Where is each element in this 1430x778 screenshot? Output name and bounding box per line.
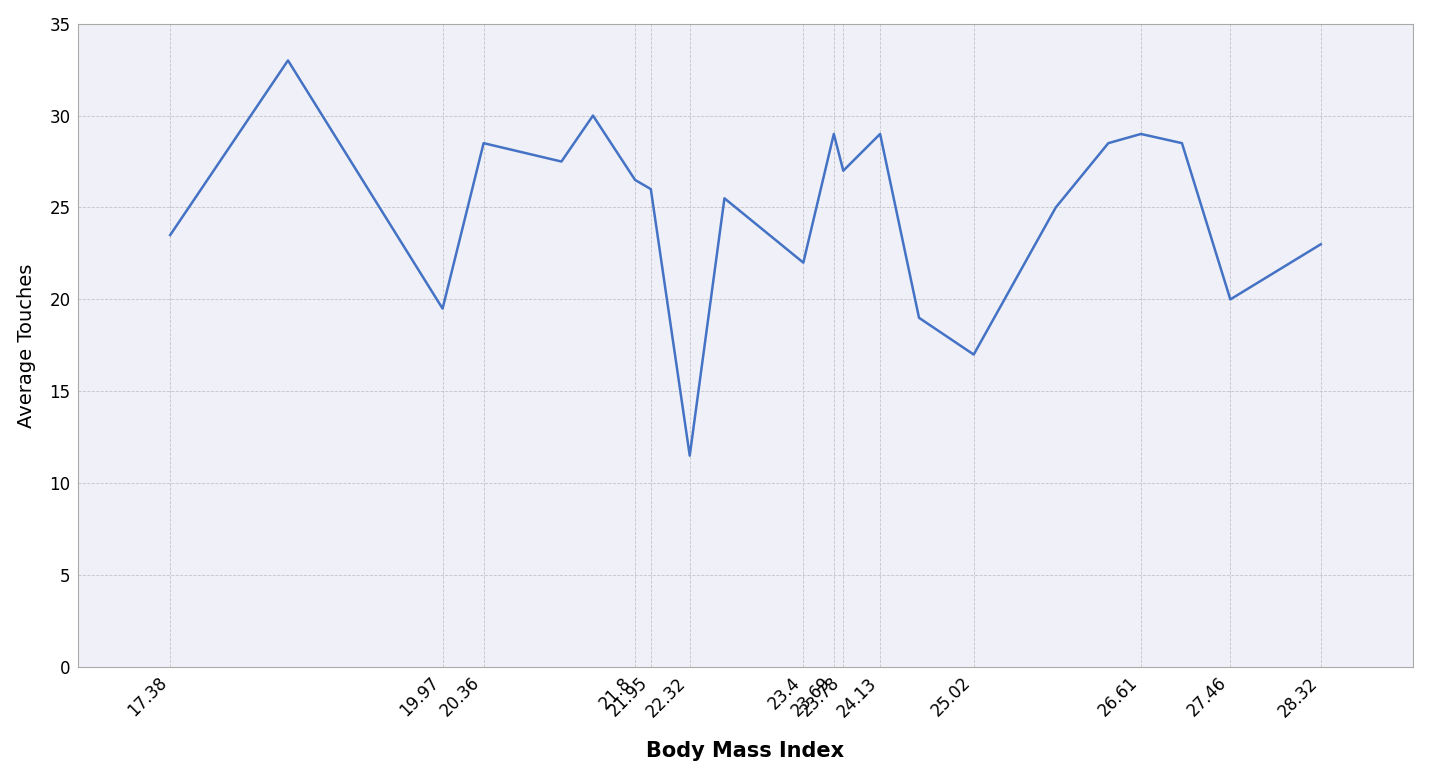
Y-axis label: Average Touches: Average Touches <box>17 263 36 428</box>
X-axis label: Body Mass Index: Body Mass Index <box>646 741 845 762</box>
